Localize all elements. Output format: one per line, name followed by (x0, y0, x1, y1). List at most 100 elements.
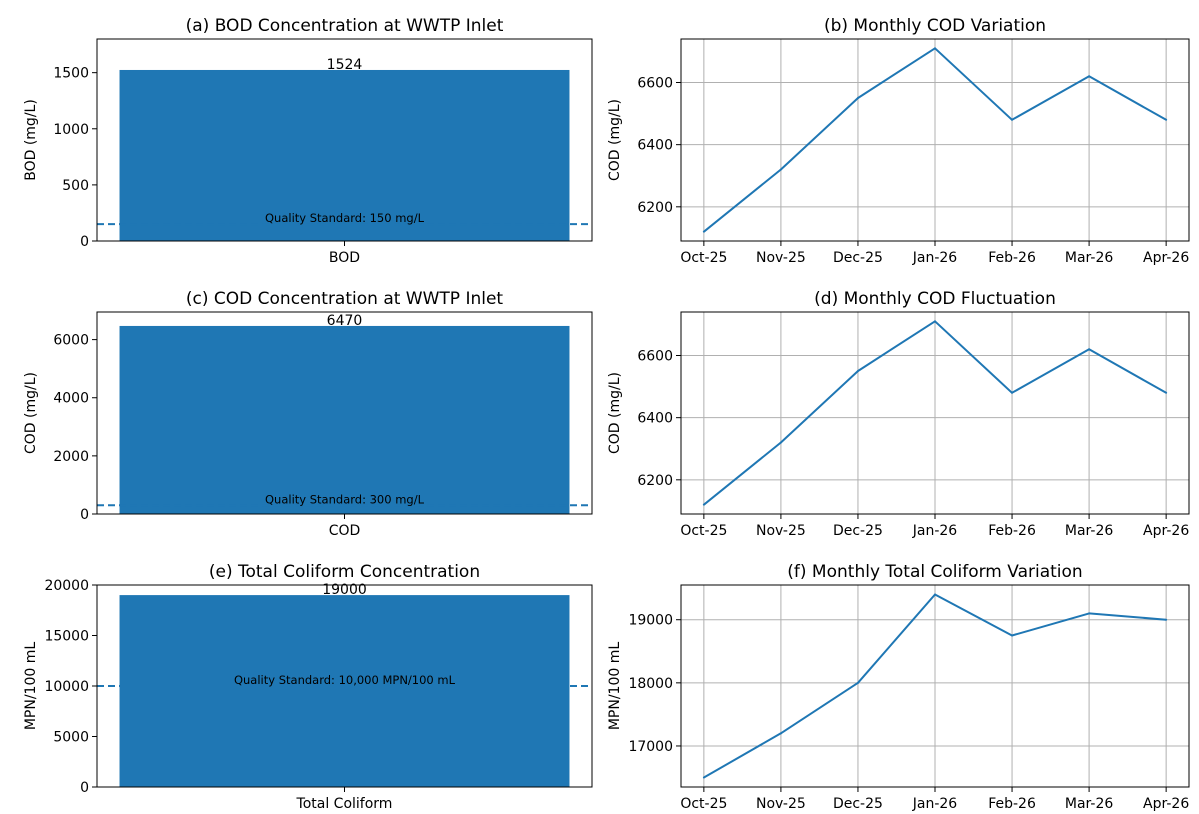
y-tick-label: 2000 (53, 449, 89, 465)
data-point (1165, 391, 1168, 394)
data-point (1088, 75, 1091, 78)
x-tick-label: Total Coliform (296, 796, 393, 812)
panel-title: (b) Monthly COD Variation (824, 16, 1046, 36)
data-point (856, 97, 859, 100)
x-tick-label: Mar-26 (1065, 523, 1113, 539)
y-axis-label: MPN/100 mL (23, 642, 39, 731)
x-tick-label: Dec-25 (833, 250, 883, 266)
x-tick-label: Jan-26 (912, 796, 958, 812)
bar-data-label: 1524 (327, 57, 363, 73)
data-point (934, 593, 936, 596)
data-point (1165, 118, 1168, 121)
axes-frame (96, 311, 593, 515)
x-tick-label: BOD (329, 250, 360, 266)
panel-a: (a) BOD Concentration at WWTP Inlet BOD (… (23, 16, 593, 266)
x-tick-label: COD (329, 523, 361, 539)
x-tick-label: Mar-26 (1065, 250, 1113, 266)
y-tick-label: 6600 (637, 76, 673, 92)
x-tick-label: Apr-26 (1143, 523, 1189, 539)
axes-frame (680, 311, 1190, 515)
data-point (856, 681, 859, 684)
x-tick-label: Apr-26 (1143, 796, 1189, 812)
data-point (1011, 634, 1014, 637)
y-tick-label: 6400 (637, 411, 673, 427)
x-tick-label: Dec-25 (833, 523, 883, 539)
data-point (1011, 391, 1014, 394)
y-tick-label: 6600 (637, 349, 673, 365)
data-point (779, 732, 782, 735)
data-point (1165, 618, 1168, 621)
y-axis-label: COD (mg/L) (23, 372, 39, 454)
x-tick-label: Dec-25 (833, 796, 883, 812)
data-point (779, 168, 782, 171)
x-tick-label: Oct-25 (680, 250, 727, 266)
y-tick-label: 10000 (44, 679, 89, 695)
y-tick-label: 4000 (53, 391, 89, 407)
y-tick-label: 5000 (53, 730, 89, 746)
axes-frame (680, 38, 1190, 242)
quality-standard-label: Quality Standard: 300 mg/L (265, 492, 425, 506)
x-tick-label: Feb-26 (988, 250, 1036, 266)
data-point (702, 776, 705, 779)
axes-frame (96, 38, 593, 242)
y-axis-label: COD (mg/L) (607, 372, 623, 454)
panel-c: (c) COD Concentration at WWTP Inlet COD (… (23, 289, 593, 539)
axes-frame (96, 584, 593, 788)
y-tick-label: 0 (80, 780, 89, 796)
x-tick-label: Feb-26 (988, 523, 1036, 539)
y-tick-label: 1500 (53, 66, 89, 82)
data-point (702, 503, 705, 506)
x-tick-label: Jan-26 (912, 523, 958, 539)
x-tick-label: Nov-25 (756, 796, 806, 812)
data-point (1088, 612, 1091, 615)
panel-title: (c) COD Concentration at WWTP Inlet (186, 289, 504, 309)
panel-b: (b) Monthly COD Variation COD (mg/L) Oct-2… (607, 16, 1190, 266)
x-tick-label: Feb-26 (988, 796, 1036, 812)
panel-f: (f) Monthly Total Coliform Variation MPN/… (607, 562, 1190, 812)
data-point (1088, 348, 1091, 351)
y-tick-label: 500 (62, 178, 89, 194)
bar (119, 69, 570, 242)
data-point (934, 47, 936, 50)
x-tick-label: Apr-26 (1143, 250, 1189, 266)
y-tick-label: 0 (80, 234, 89, 250)
data-point (702, 230, 705, 233)
y-tick-label: 6400 (637, 138, 673, 154)
data-point (779, 441, 782, 444)
bar-data-label: 6470 (327, 313, 363, 329)
x-tick-label: Nov-25 (756, 250, 806, 266)
x-tick-label: Jan-26 (912, 250, 958, 266)
panel-title: (f) Monthly Total Coliform Variation (787, 562, 1082, 582)
panel-d: (d) Monthly COD Fluctuation COD (mg/L) Oct… (607, 289, 1190, 539)
y-axis-label: BOD (mg/L) (23, 99, 39, 181)
y-tick-label: 6000 (53, 333, 89, 349)
y-axis-label: MPN/100 mL (607, 642, 623, 731)
data-point (856, 370, 859, 373)
y-tick-label: 1000 (53, 122, 89, 138)
y-tick-label: 17000 (628, 739, 673, 755)
panel-title: (d) Monthly COD Fluctuation (814, 289, 1056, 309)
quality-standard-label: Quality Standard: 150 mg/L (265, 211, 425, 225)
data-point (934, 320, 936, 323)
quality-standard-label: Quality Standard: 10,000 MPN/100 mL (234, 673, 456, 687)
bar (119, 325, 570, 514)
panel-title: (a) BOD Concentration at WWTP Inlet (186, 16, 504, 36)
axes-frame (680, 584, 1190, 788)
y-tick-label: 20000 (44, 578, 89, 594)
x-tick-label: Oct-25 (680, 796, 727, 812)
y-tick-label: 0 (80, 507, 89, 523)
x-tick-label: Mar-26 (1065, 796, 1113, 812)
bar (119, 595, 570, 787)
x-tick-label: Nov-25 (756, 523, 806, 539)
y-axis-label: COD (mg/L) (607, 99, 623, 181)
y-tick-label: 18000 (628, 676, 673, 692)
panel-title: (e) Total Coliform Concentration (209, 562, 480, 582)
bar-data-label: 19000 (322, 582, 367, 598)
panel-e: (e) Total Coliform Concentration MPN/100 … (23, 562, 593, 812)
data-point (1011, 118, 1014, 121)
y-tick-label: 6200 (637, 473, 673, 489)
x-tick-label: Oct-25 (680, 523, 727, 539)
y-tick-label: 6200 (637, 200, 673, 216)
y-tick-label: 15000 (44, 629, 89, 645)
